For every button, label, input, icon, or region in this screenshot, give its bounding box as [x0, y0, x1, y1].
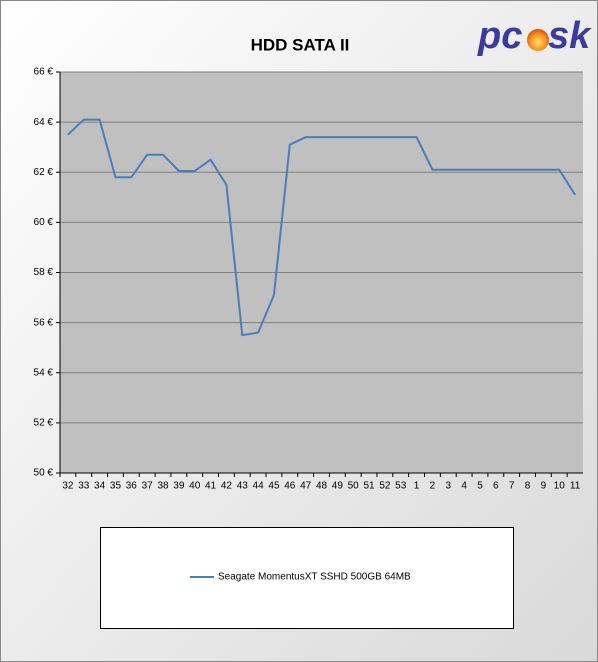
logo-text: sk	[548, 15, 592, 57]
x-tick-label: 50	[348, 481, 360, 492]
x-tick-label: 47	[300, 481, 312, 492]
x-tick-label: 45	[268, 481, 280, 492]
data-line	[67, 118, 576, 337]
x-tick-label: 38	[157, 481, 169, 492]
x-tick-label: 33	[78, 481, 90, 492]
x-tick-label: 4	[461, 481, 467, 492]
logo: pc sk	[477, 15, 592, 57]
x-tick-label: 37	[142, 481, 154, 492]
x-tick-label: 5	[477, 481, 483, 492]
x-tick-label: 46	[284, 481, 296, 492]
x-tick-label: 32	[62, 481, 74, 492]
logo-text: pc	[477, 15, 522, 57]
y-tick-label: 66 €	[34, 67, 54, 78]
y-tick-label: 64 €	[34, 117, 54, 128]
x-tick-label: 10	[554, 481, 566, 492]
x-tick-label: 3	[446, 481, 452, 492]
x-tick-label: 9	[541, 481, 547, 492]
legend-label: Seagate MomentusXT SSHD 500GB 64MB	[218, 572, 411, 583]
y-tick-label: 60 €	[34, 217, 54, 228]
y-tick-label: 54 €	[34, 367, 54, 378]
x-tick-label: 11	[570, 481, 581, 492]
x-tick-label: 43	[237, 481, 249, 492]
x-tick-label: 8	[525, 481, 531, 492]
x-tick-label: 48	[316, 481, 328, 492]
logo-flame	[527, 29, 549, 51]
x-tick-label: 49	[332, 481, 344, 492]
x-tick-label: 2	[430, 481, 436, 492]
x-tick-label: 40	[189, 481, 201, 492]
x-tick-label: 42	[221, 481, 233, 492]
x-tick-label: 44	[253, 481, 265, 492]
x-tick-label: 36	[126, 481, 138, 492]
y-tick-label: 58 €	[34, 267, 54, 278]
legend	[100, 527, 514, 629]
x-tick-label: 7	[509, 481, 515, 492]
x-tick-label: 1	[414, 481, 420, 492]
y-tick-label: 50 €	[34, 468, 54, 479]
x-tick-label: 6	[493, 481, 499, 492]
x-tick-label: 51	[363, 481, 375, 492]
x-tick-label: 39	[173, 481, 185, 492]
y-tick-label: 62 €	[34, 167, 54, 178]
x-tick-label: 34	[94, 481, 106, 492]
x-tick-label: 41	[205, 481, 217, 492]
y-tick-label: 52 €	[34, 418, 54, 429]
x-tick-label: 53	[395, 481, 407, 492]
chart-title: HDD SATA II	[251, 35, 350, 54]
x-tick-label: 35	[110, 481, 122, 492]
y-tick-label: 56 €	[34, 317, 54, 328]
x-tick-label: 52	[379, 481, 391, 492]
